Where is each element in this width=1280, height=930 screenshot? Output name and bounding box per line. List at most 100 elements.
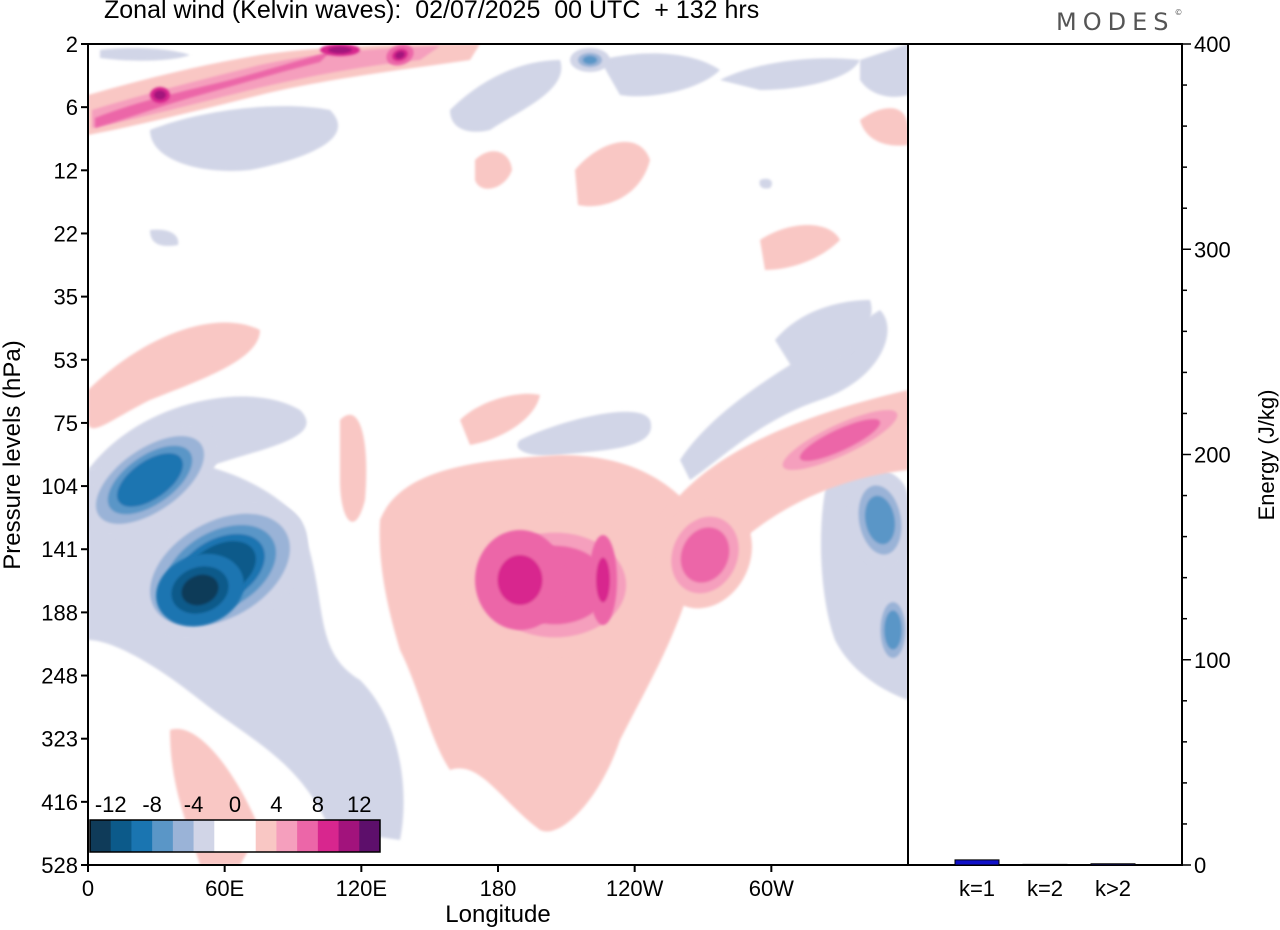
x-tick-label: 60W <box>749 876 794 901</box>
negative-upper-west <box>150 106 339 171</box>
colorbar-swatch <box>359 820 381 852</box>
colorbar-swatch <box>172 820 194 852</box>
colorbar-swatch <box>214 820 236 852</box>
x-tick-label: 0 <box>82 876 94 901</box>
contour-fields <box>88 44 908 865</box>
energy-x-axis: k=1 k=2 k>2 <box>959 876 1131 901</box>
colorbar-swatch <box>110 820 132 852</box>
positive-core-east <box>658 501 752 609</box>
positive-upper-4 <box>860 108 908 146</box>
x-tick-label: 120W <box>606 876 664 901</box>
colorbar-label: -12 <box>95 792 127 817</box>
positive-strat-band-2 <box>92 46 440 128</box>
positive-core-inner <box>475 530 565 630</box>
y-tick-label: 35 <box>54 285 78 310</box>
energy-tick-label: 0 <box>1194 853 1206 878</box>
contour-level <box>328 46 352 54</box>
y-tick-label: 6 <box>66 95 78 120</box>
colorbar: -12 -8 -4 0 4 8 12 <box>89 792 381 853</box>
energy-bars <box>954 859 1136 866</box>
y-tick-label: 104 <box>41 474 78 499</box>
y-tick-label: 248 <box>41 664 78 689</box>
colorbar-swatch <box>152 820 174 852</box>
energy-frame <box>907 43 1183 866</box>
colorbar-label: 0 <box>229 792 241 817</box>
colorbar-swatch <box>297 820 319 852</box>
y-axis-label: Pressure levels (hPa) <box>0 340 26 569</box>
y-tick-label: 12 <box>54 158 78 183</box>
energy-panel: 0 100 200 300 400 k=1 k=2 k>2 Energy (J/kg) <box>907 32 1279 901</box>
negative-upper-2 <box>600 53 720 97</box>
negative-upper-1 <box>450 60 562 132</box>
positive-core-inner-east <box>589 535 617 625</box>
chart-title: Zonal wind (Kelvin waves): 02/07/2025 00… <box>104 0 760 24</box>
contour-level <box>582 55 598 65</box>
contour-level <box>864 495 896 545</box>
positive-upper-1 <box>475 151 512 189</box>
energy-category-label: k=2 <box>1027 876 1063 901</box>
heatmap-panel: 2 6 12 22 35 53 75 104 141 188 248 323 416 528 0 60E 12… <box>0 32 909 928</box>
colorbar-label: -8 <box>142 792 162 817</box>
colorbar-swatch <box>90 820 112 852</box>
positive-upper-2 <box>575 141 650 207</box>
positive-upper-3 <box>760 225 840 270</box>
negative-core-upper <box>88 423 220 537</box>
colorbar-swatch <box>235 820 257 852</box>
energy-bar <box>954 859 1000 866</box>
negative-patch-east <box>775 300 872 380</box>
colorbar-label: 8 <box>312 792 324 817</box>
contour-level <box>117 453 183 507</box>
colorbar-label: 4 <box>270 792 282 817</box>
y-tick-label: 188 <box>41 600 78 625</box>
energy-category-label: k>2 <box>1095 876 1131 901</box>
contour-level <box>154 90 166 100</box>
x-axis-label: Longitude <box>445 901 550 928</box>
colorbar-frame <box>89 819 381 853</box>
negative-core-center <box>156 553 244 627</box>
colorbar-swatch <box>255 820 277 852</box>
colorbar-swatch <box>317 820 339 852</box>
contour-level <box>799 418 881 462</box>
energy-category-label: k=1 <box>959 876 995 901</box>
x-tick-label: 180 <box>480 876 517 901</box>
negative-upper-4 <box>860 44 908 97</box>
y-tick-label: 75 <box>54 411 78 436</box>
y-tick-label: 53 <box>54 348 78 373</box>
contour-level <box>884 610 902 650</box>
positive-strat-core-3 <box>150 87 170 103</box>
positive-strat-band <box>88 44 480 135</box>
y-tick-label: 416 <box>41 790 78 815</box>
colorbar-label: 12 <box>347 792 371 817</box>
positive-strat-band-3 <box>95 52 330 128</box>
negative-core-east <box>849 470 908 570</box>
positive-strat-core-1 <box>386 44 414 66</box>
y-tick-label: 141 <box>41 537 78 562</box>
positive-strat-core-2 <box>320 44 360 56</box>
colorbar-swatch <box>131 820 153 852</box>
positive-band-core <box>757 397 908 483</box>
energy-tick-label: 300 <box>1194 237 1231 262</box>
negative-core-top <box>570 48 610 72</box>
contour-level <box>395 51 405 59</box>
energy-bar <box>1022 863 1068 866</box>
heatmap-x-axis: 0 60E 120E 180 120W 60W <box>82 865 794 901</box>
colorbar-swatch <box>276 820 298 852</box>
negative-upper-edge <box>100 47 190 61</box>
colorbar-swatch <box>193 820 215 852</box>
energy-axis-label: Energy (J/kg) <box>1254 390 1279 521</box>
contour-level <box>181 574 219 606</box>
x-tick-label: 60E <box>205 876 244 901</box>
colorbar-swatch <box>338 820 360 852</box>
logo-text: MODES <box>1056 8 1175 36</box>
y-tick-label: 323 <box>41 727 78 752</box>
energy-y-axis: 0 100 200 300 400 <box>1182 32 1231 878</box>
y-tick-label: 2 <box>66 32 78 57</box>
contour-level <box>596 557 610 603</box>
negative-core-east-low <box>875 590 908 670</box>
negative-patch-mid <box>517 411 652 456</box>
y-tick-label: 528 <box>41 853 78 878</box>
y-tick-label: 22 <box>54 221 78 246</box>
negative-upper-3 <box>720 58 860 90</box>
energy-tick-label: 400 <box>1194 32 1231 57</box>
